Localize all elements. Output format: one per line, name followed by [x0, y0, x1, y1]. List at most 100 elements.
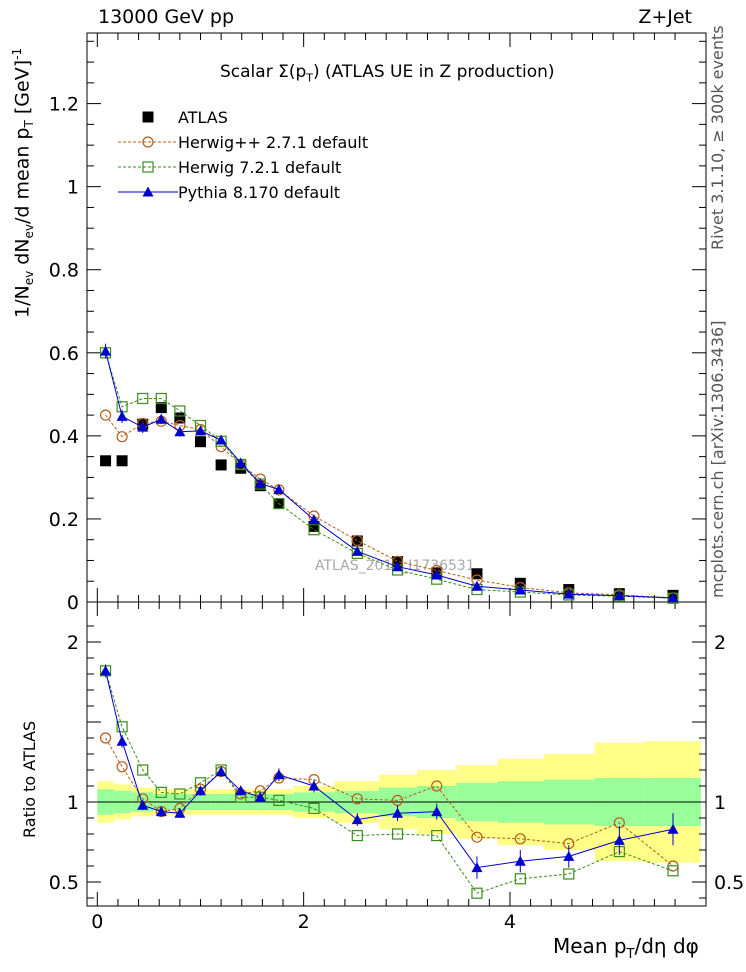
data-point-main — [471, 580, 483, 591]
data-point-ratio — [563, 868, 575, 880]
data-point-ratio — [351, 814, 363, 825]
main-y-axis-label: 1/Nev dNev/d mean pT [GeV]-1 — [10, 47, 37, 318]
data-point-ratio — [613, 834, 625, 845]
data-point-ratio — [116, 761, 128, 773]
data-point-ratio — [254, 791, 266, 802]
data-point-main — [514, 584, 526, 595]
data-point-ratio — [174, 788, 186, 800]
data-point-main — [174, 412, 186, 424]
data-point-ratio — [351, 829, 363, 842]
data-point-main — [155, 413, 167, 424]
data-point-ratio — [471, 862, 483, 873]
data-point-ratio — [137, 799, 149, 810]
data-point-ratio — [235, 785, 247, 796]
data-point-main — [235, 462, 247, 474]
data-point-ratio — [514, 873, 526, 885]
mcplots-label: mcplots.cern.ch [arXiv:1306.3436] — [708, 320, 727, 598]
legend-marker — [142, 186, 154, 197]
data-point-ratio — [155, 786, 167, 799]
data-point-ratio — [194, 785, 206, 796]
data-point-main — [308, 514, 320, 525]
data-point-ratio — [155, 806, 167, 817]
data-point-main — [254, 478, 266, 489]
data-point-main — [194, 436, 206, 448]
data-point-main — [351, 534, 363, 547]
y-tick-label-main: 1.2 — [49, 94, 79, 116]
y-tick-label-ratio: 1 — [67, 792, 79, 814]
data-point-main — [194, 425, 206, 436]
data-point-ratio — [514, 855, 526, 866]
data-point-ratio — [667, 865, 679, 877]
data-point-ratio — [273, 769, 285, 780]
data-point-main — [392, 561, 404, 572]
data-point-ratio — [471, 831, 483, 843]
data-point-main — [215, 434, 227, 445]
data-point-main — [155, 402, 167, 414]
data-point-ratio — [392, 807, 404, 818]
data-point-main — [100, 345, 112, 356]
data-point-ratio — [563, 850, 575, 861]
data-point-main — [116, 410, 128, 421]
process-label: Z+Jet — [638, 6, 692, 28]
legend-marker — [142, 161, 154, 173]
data-point-ratio — [100, 665, 112, 676]
data-point-ratio — [116, 721, 128, 733]
legend-marker — [142, 136, 154, 148]
data-point-ratio — [431, 829, 443, 842]
x-axis-label: Mean pT/dη dφ — [553, 934, 699, 962]
data-point-ratio — [431, 806, 443, 817]
y-tick-label-main: 0.8 — [49, 260, 79, 282]
data-point-main — [273, 497, 285, 510]
data-point-ratio — [137, 764, 149, 776]
data-point-main — [174, 405, 186, 417]
data-point-ratio — [431, 780, 443, 792]
data-point-ratio — [308, 802, 320, 815]
data-point-main — [99, 409, 112, 421]
x-tick-label: 0 — [91, 911, 103, 933]
data-point-ratio — [391, 828, 404, 840]
data-point-main — [155, 392, 167, 405]
data-point-ratio — [308, 780, 320, 791]
data-point-main — [667, 592, 679, 603]
data-point-main — [174, 426, 186, 437]
legend-label: Herwig 7.2.1 default — [178, 158, 341, 177]
x-tick-label: 4 — [504, 911, 516, 933]
energy-label: 13000 GeV pp — [98, 6, 235, 28]
data-point-main — [471, 568, 483, 580]
y-tick-label-ratio-right: 1 — [714, 792, 726, 814]
x-tick-label: 2 — [298, 911, 310, 933]
data-point-main — [137, 421, 149, 432]
data-point-ratio — [174, 807, 186, 818]
y-tick-label-main: 0 — [67, 592, 79, 614]
data-point-main — [215, 459, 227, 471]
data-point-main — [351, 535, 363, 547]
data-point-ratio — [471, 887, 483, 899]
data-point-main — [613, 590, 625, 601]
legend-marker — [142, 111, 154, 123]
legend-label: Herwig++ 2.7.1 default — [178, 133, 368, 152]
ratio-y-axis-label: Ratio to ATLAS — [20, 720, 39, 838]
data-point-main — [116, 431, 128, 443]
data-point-main — [308, 520, 320, 532]
data-point-main — [235, 457, 247, 468]
data-point-ratio — [116, 735, 128, 746]
data-point-main — [514, 577, 526, 589]
data-point-main — [273, 483, 285, 494]
data-point-main — [431, 569, 443, 580]
data-point-ratio — [514, 833, 526, 845]
chart-title: Scalar Σ(pT) (ATLAS UE in Z production) — [220, 62, 555, 85]
y-tick-label-ratio-right: 2 — [714, 632, 726, 654]
data-point-ratio — [215, 766, 227, 777]
y-tick-label-ratio-right: 0.5 — [714, 872, 744, 894]
y-tick-label-ratio: 2 — [67, 632, 79, 654]
y-tick-label-main: 0.4 — [49, 426, 79, 448]
data-point-main — [116, 455, 128, 467]
y-tick-label-main: 1 — [67, 177, 79, 199]
y-tick-label-main: 0.2 — [49, 509, 79, 531]
series-line-ratio — [105, 670, 674, 894]
data-point-main — [563, 588, 575, 599]
rivet-version-label: Rivet 3.1.10, ≥ 300k events — [708, 25, 727, 250]
data-point-ratio — [99, 732, 112, 744]
data-point-main — [351, 545, 363, 556]
